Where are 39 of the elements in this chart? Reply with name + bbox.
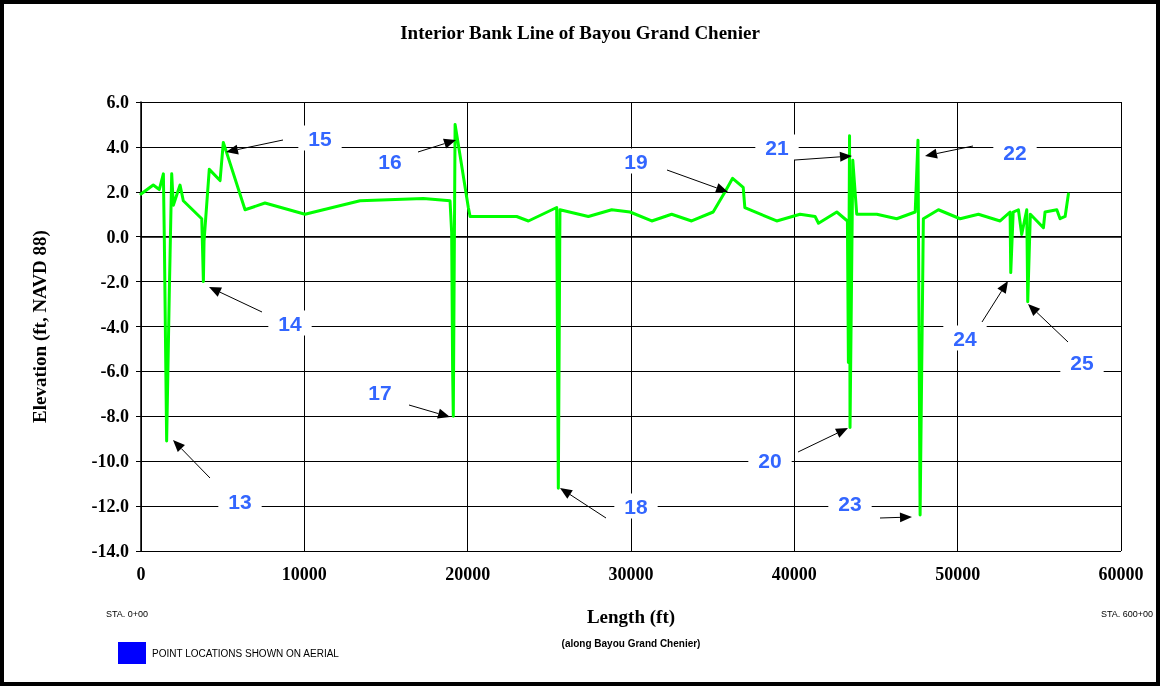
x-tick-label: 40000: [771, 564, 817, 584]
y-axis-title: Elevation (ft, NAVD 88): [29, 230, 51, 423]
annotation: 19: [624, 149, 648, 173]
y-tick-label: -10.0: [91, 451, 129, 472]
annotation: 15: [308, 126, 332, 150]
annotation: 13: [228, 489, 252, 513]
annotation: 22: [1003, 140, 1027, 164]
x-axis-title: Length (ft): [586, 606, 676, 628]
x-tick-label: 30000: [608, 564, 654, 584]
x-tick-label: 50000: [935, 564, 981, 584]
y-tick-label: 6.0: [106, 92, 129, 112]
annotation: 20: [758, 448, 782, 472]
annotation: 14: [278, 311, 302, 335]
text: POINT LOCATIONS SHOWN ON AERIAL: [152, 647, 340, 659]
annotation: 18: [624, 494, 648, 518]
x-tick-label: 10000: [281, 564, 327, 584]
annotation: 25: [1070, 350, 1094, 374]
y-tick-label: -6.0: [100, 361, 129, 382]
y-tick-label: -12.0: [91, 496, 129, 517]
annotation: 24: [953, 326, 977, 350]
y-tick-label: -8.0: [100, 406, 129, 427]
annotation: 23: [838, 491, 862, 515]
y-tick-label: 2.0: [106, 181, 129, 202]
text: STA. 0+00: [106, 609, 149, 619]
y-tick-label: -2.0: [100, 271, 129, 292]
x-tick-label: 20000: [445, 564, 491, 584]
x-tick-label: 0: [136, 564, 146, 584]
y-tick-label: -14.0: [91, 541, 129, 561]
text: STA. 600+00: [1100, 609, 1153, 619]
text: (along Bayou Grand Chenier): [561, 637, 701, 649]
y-tick-label: 0.0: [106, 226, 129, 247]
annotation: 17: [368, 380, 392, 404]
y-tick-label: -4.0: [100, 316, 129, 337]
annotation: 21: [765, 135, 789, 159]
y-tick-label: 4.0: [106, 136, 129, 157]
annotation: 16: [378, 149, 402, 173]
x-tick-label: 60000: [1098, 564, 1144, 584]
line-series: [139, 122, 1070, 517]
chart-title: Interior Bank Line of Bayou Grand Chenier: [400, 22, 761, 43]
